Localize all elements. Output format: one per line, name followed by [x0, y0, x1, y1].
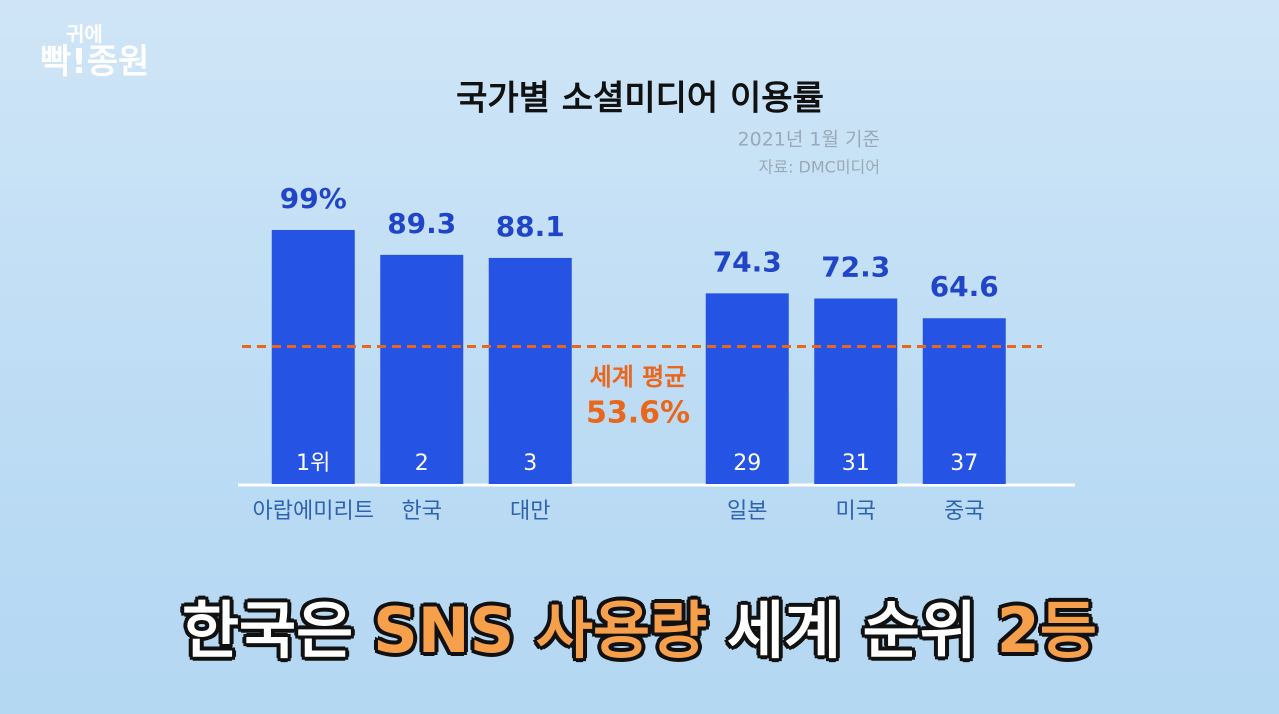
rank-label: 2	[415, 451, 429, 476]
value-label: 88.1	[496, 210, 565, 243]
source: 자료: DMC미디어	[759, 158, 880, 177]
caption-part: 2등	[996, 594, 1097, 667]
bar	[271, 229, 355, 484]
value-label: 64.6	[930, 270, 999, 303]
rank-label: 1위	[296, 451, 330, 476]
chart-title: 국가별 소셜미디어 이용률	[456, 79, 824, 119]
value-label: 72.3	[821, 250, 890, 283]
value-label: 89.3	[387, 207, 456, 240]
caption: 한국은 SNS 사용량 세계 순위 2등	[0, 580, 1279, 670]
reference-value: 53.6%	[586, 396, 690, 431]
bar	[814, 298, 898, 484]
value-label: 74.3	[713, 245, 782, 278]
logo-line: 빡!종원	[40, 42, 150, 82]
x-tick-label: 대만	[510, 499, 550, 524]
bar	[380, 254, 464, 484]
logo: 귀에 빡!종원	[40, 24, 149, 81]
x-tick-label: 중국	[944, 499, 984, 524]
value-label: 99%	[280, 182, 347, 215]
logo-line: 귀에	[66, 22, 103, 46]
x-tick-label: 일본	[727, 499, 767, 524]
rank-label: 37	[950, 451, 978, 476]
rank-label: 31	[842, 451, 870, 476]
caption-part: 세계 순위	[727, 594, 977, 667]
rank-label: 29	[733, 451, 761, 476]
bar	[488, 257, 572, 484]
subtitle: 2021년 1월 기준	[738, 129, 880, 151]
caption-part: 한국은	[182, 594, 354, 667]
rank-label: 3	[523, 451, 537, 476]
x-tick-label: 미국	[836, 499, 876, 524]
x-tick-label: 한국	[402, 499, 442, 524]
x-tick-label: 아랍에미리트	[253, 499, 374, 524]
caption-part: SNS 사용량	[373, 594, 708, 667]
reference-label: 세계 평균	[590, 363, 687, 391]
bar	[705, 293, 789, 484]
